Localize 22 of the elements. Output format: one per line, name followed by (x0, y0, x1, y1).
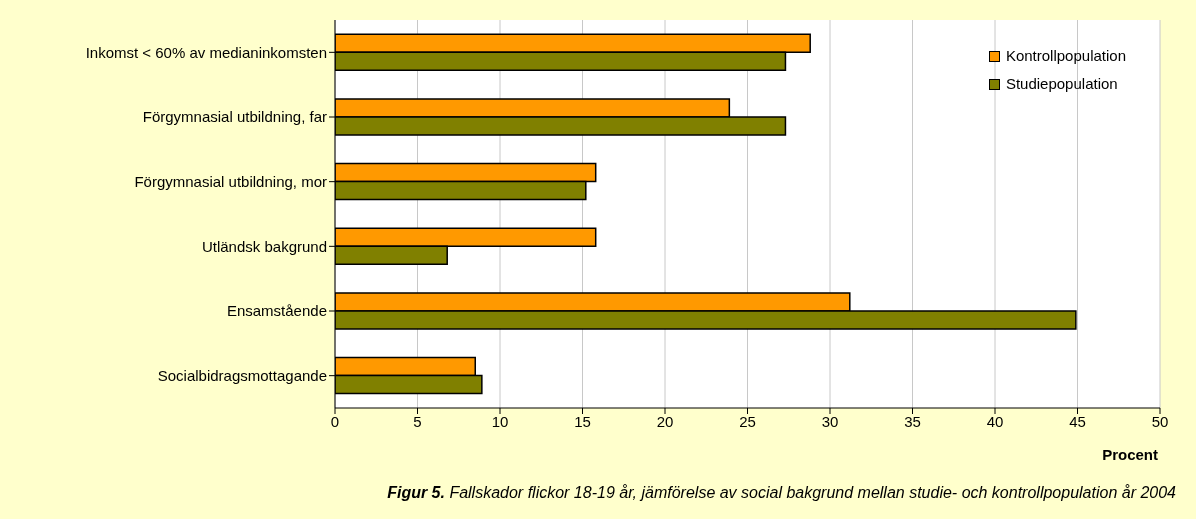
x-tick-label: 30 (821, 412, 839, 430)
y-tick-label: Inkomst < 60% av medianinkomsten (85, 43, 327, 61)
x-tick-label: 15 (574, 412, 591, 430)
y-tick-label: Utländsk bakgrund (201, 237, 327, 255)
text: Fallskador flickor 18-19 år, jämförelse av social bakgrund mellan studie- och kontrollpopulation år 2004 (449, 484, 1176, 501)
legend-label: Kontrollpopulation (1005, 46, 1126, 66)
x-tick-label: 0 (330, 412, 340, 430)
y-tick-label: Förgymnasial utbildning, far (142, 108, 327, 126)
y-tick-label: Ensamstående (226, 302, 327, 320)
x-tick-label: 5 (413, 412, 422, 430)
x-tick-label: 40 (986, 412, 1004, 430)
legend-label: Studiepopulation (1005, 74, 1118, 94)
y-tick-label: Förgymnasial utbildning, mor (134, 172, 327, 190)
x-tick-label: 50 (1151, 412, 1169, 430)
x-tick-label: 35 (904, 412, 921, 430)
x-tick-label: 45 (1069, 412, 1086, 430)
text: Figur 5. (387, 484, 445, 501)
x-tick-label: 10 (491, 412, 509, 430)
y-tick-label: Socialbidragsmottagande (157, 366, 327, 384)
x-tick-label: 20 (656, 412, 674, 430)
x-tick-label: 25 (739, 412, 756, 430)
x-axis-title: Procent (1102, 446, 1158, 463)
